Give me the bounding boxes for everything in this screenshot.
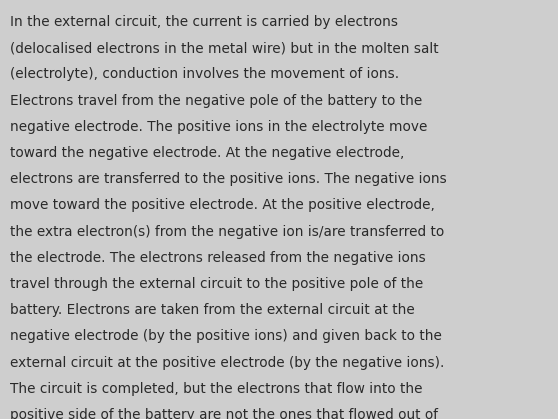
Text: positive side of the battery are not the ones that flowed out of: positive side of the battery are not the… bbox=[10, 408, 438, 419]
Text: negative electrode (by the positive ions) and given back to the: negative electrode (by the positive ions… bbox=[10, 329, 442, 343]
Text: Electrons travel from the negative pole of the battery to the: Electrons travel from the negative pole … bbox=[10, 94, 422, 108]
Text: toward the negative electrode. At the negative electrode,: toward the negative electrode. At the ne… bbox=[10, 146, 405, 160]
Text: (delocalised electrons in the metal wire) but in the molten salt: (delocalised electrons in the metal wire… bbox=[10, 41, 439, 55]
Text: (electrolyte), conduction involves the movement of ions.: (electrolyte), conduction involves the m… bbox=[10, 67, 399, 81]
Text: battery. Electrons are taken from the external circuit at the: battery. Electrons are taken from the ex… bbox=[10, 303, 415, 317]
Text: negative electrode. The positive ions in the electrolyte move: negative electrode. The positive ions in… bbox=[10, 120, 427, 134]
Text: the extra electron(s) from the negative ion is/are transferred to: the extra electron(s) from the negative … bbox=[10, 225, 444, 238]
Text: electrons are transferred to the positive ions. The negative ions: electrons are transferred to the positiv… bbox=[10, 172, 447, 186]
Text: external circuit at the positive electrode (by the negative ions).: external circuit at the positive electro… bbox=[10, 355, 444, 370]
Text: move toward the positive electrode. At the positive electrode,: move toward the positive electrode. At t… bbox=[10, 199, 435, 212]
Text: In the external circuit, the current is carried by electrons: In the external circuit, the current is … bbox=[10, 15, 398, 29]
Text: travel through the external circuit to the positive pole of the: travel through the external circuit to t… bbox=[10, 277, 424, 291]
Text: The circuit is completed, but the electrons that flow into the: The circuit is completed, but the electr… bbox=[10, 382, 422, 396]
Text: the electrode. The electrons released from the negative ions: the electrode. The electrons released fr… bbox=[10, 251, 426, 265]
